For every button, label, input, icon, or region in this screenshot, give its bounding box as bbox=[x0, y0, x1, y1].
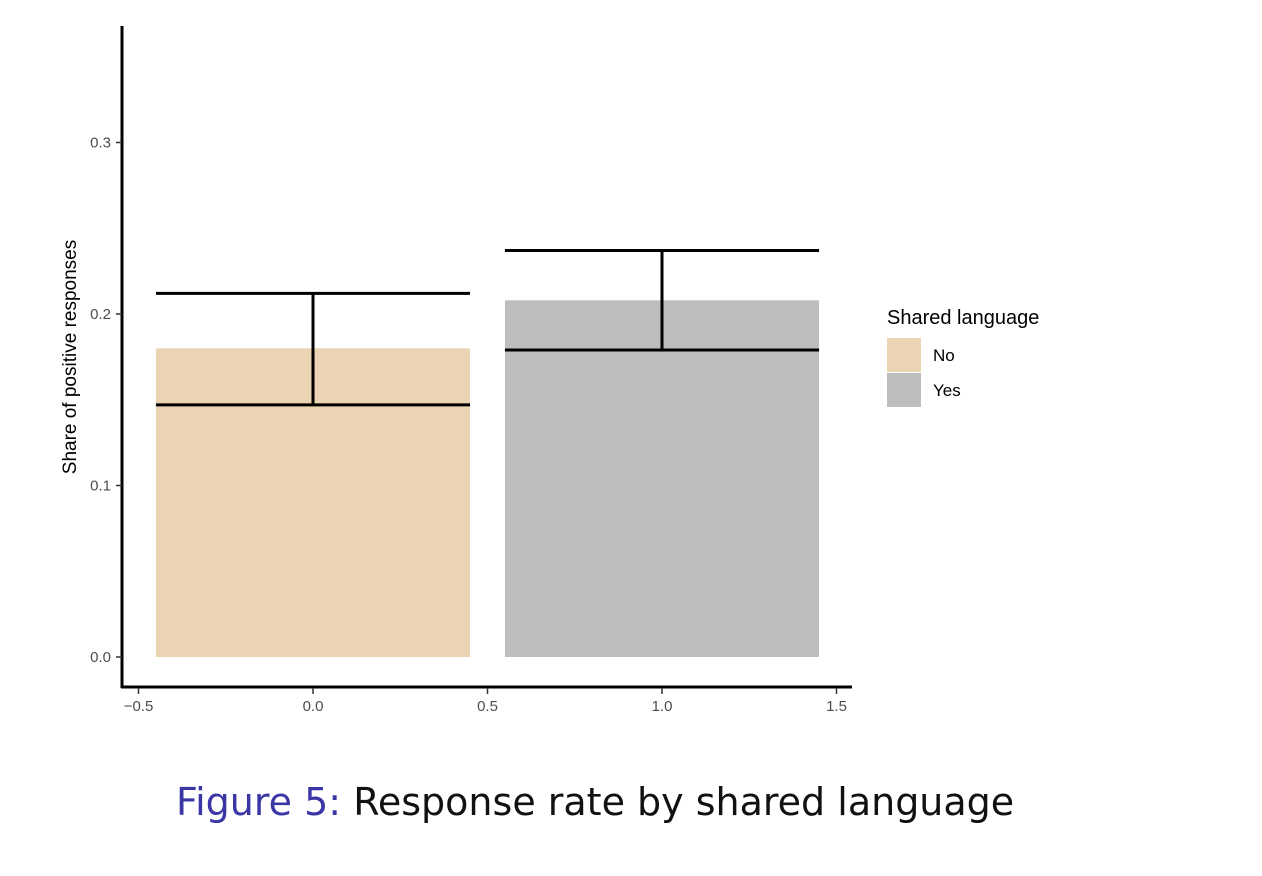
chart: 0.0 0.1 0.2 0.3 −0.5 0.0 0.5 1.0 1.5 Share of p… bbox=[60, 26, 1039, 715]
error-bar-no bbox=[155, 291, 471, 407]
x-ticks-layer: −0.5 0.0 0.5 1.0 1.5 bbox=[124, 688, 847, 715]
y-tick-label: 0.1 bbox=[90, 478, 111, 495]
x-tick-label: 0.0 bbox=[303, 698, 324, 715]
figure-number: Figure 5: bbox=[176, 780, 342, 824]
x-tick-label: 1.5 bbox=[826, 698, 847, 715]
x-tick-label: −0.5 bbox=[124, 698, 154, 715]
x-tick-label: 1.0 bbox=[652, 698, 673, 715]
figure-caption-text: Response rate by shared language bbox=[353, 780, 1015, 824]
bar-yes bbox=[504, 300, 820, 657]
legend-label-no: No bbox=[933, 346, 955, 365]
y-tick-label: 0.3 bbox=[90, 135, 111, 152]
x-tick-label: 0.5 bbox=[477, 698, 498, 715]
legend: Shared language No Yes bbox=[887, 307, 1039, 407]
error-bar-yes bbox=[504, 249, 820, 352]
y-tick-label: 0.2 bbox=[90, 306, 111, 323]
y-axis-title: Share of positive responses bbox=[60, 240, 81, 474]
figure-caption: Figure 5: Response rate by shared langua… bbox=[176, 780, 1014, 824]
legend-items: No Yes bbox=[887, 338, 961, 407]
error-bars-layer bbox=[155, 249, 820, 407]
legend-swatch-no bbox=[887, 338, 921, 372]
y-tick-label: 0.0 bbox=[90, 649, 111, 666]
legend-swatch-yes bbox=[887, 373, 921, 407]
bars-layer bbox=[155, 300, 820, 657]
legend-label-yes: Yes bbox=[933, 381, 961, 400]
legend-title: Shared language bbox=[887, 307, 1039, 329]
y-ticks-layer: 0.0 0.1 0.2 0.3 bbox=[90, 135, 122, 666]
